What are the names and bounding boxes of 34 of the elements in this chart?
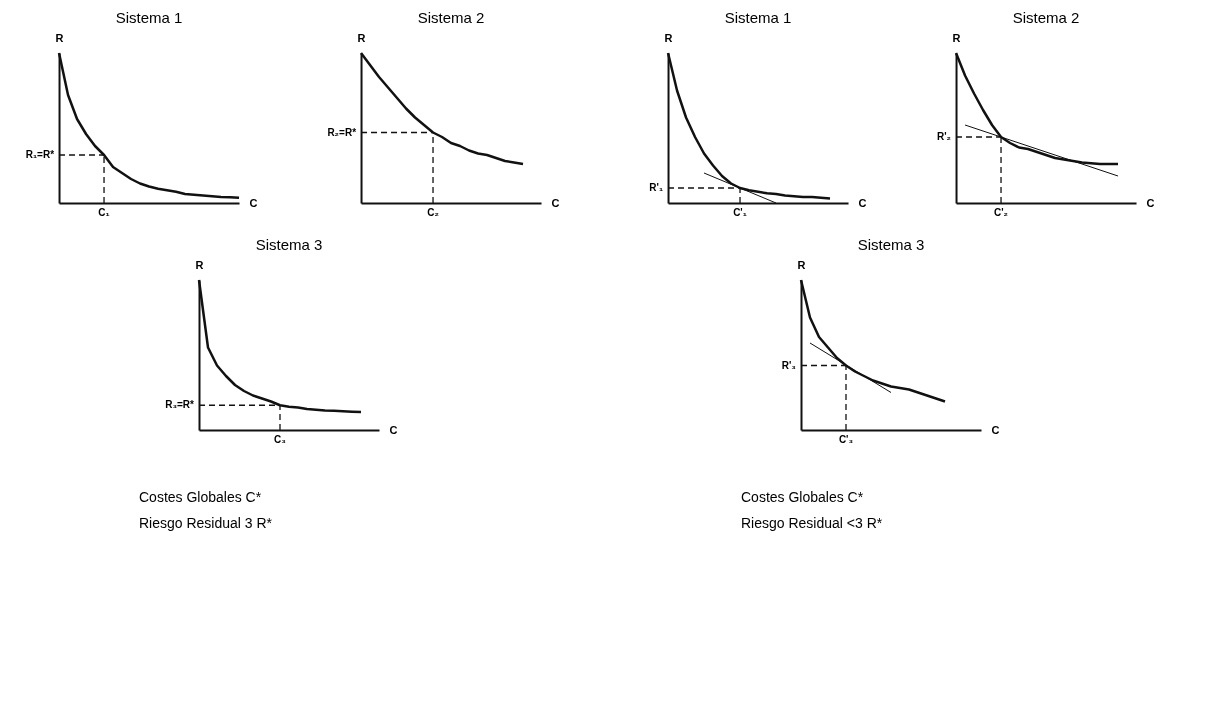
chart-title: Sistema 3: [857, 236, 925, 253]
y-axis-title: R: [357, 31, 366, 44]
y-axis-title: R: [55, 31, 64, 44]
x-axis-title: C: [858, 196, 867, 209]
chart-title: Sistema 1: [115, 9, 183, 26]
y-axis-title: R: [952, 31, 961, 44]
chart-title: Sistema 1: [724, 9, 792, 26]
y-axis-title: R: [195, 258, 204, 271]
text: C'₃: [838, 434, 854, 445]
chart-title: Sistema 2: [1012, 9, 1080, 26]
chart-title: Sistema 3: [255, 236, 323, 253]
text: Riesgo Residual <3 R*: [741, 515, 883, 531]
chart-title: Sistema 2: [417, 9, 485, 26]
x-axis-title: C: [389, 423, 398, 436]
ref-line-label: R'₂: [936, 131, 952, 142]
text: Costes Globales C*: [741, 489, 864, 505]
text: C'₂: [994, 207, 1009, 218]
x-axis-title: C: [551, 196, 560, 209]
text: C₁: [98, 207, 110, 218]
x-axis-title: C: [1146, 196, 1155, 209]
x-axis-title: C: [249, 196, 258, 209]
y-axis-title: R: [797, 258, 806, 271]
ref-line-label: R'₁: [649, 182, 664, 193]
ref-line-label: R₃=R*: [165, 399, 195, 411]
text: C₂: [427, 207, 439, 218]
text: C₃: [274, 434, 287, 445]
text: C'₁: [733, 207, 747, 218]
ref-line-label: R'₃: [781, 359, 797, 371]
y-axis-title: R: [664, 31, 673, 44]
ref-line-label: R₂=R*: [327, 126, 357, 138]
text: Riesgo Residual 3 R*: [139, 515, 273, 531]
ref-line-label: R₁=R*: [25, 149, 55, 160]
x-axis-title: C: [991, 423, 1000, 436]
text: Costes Globales C*: [139, 489, 262, 505]
